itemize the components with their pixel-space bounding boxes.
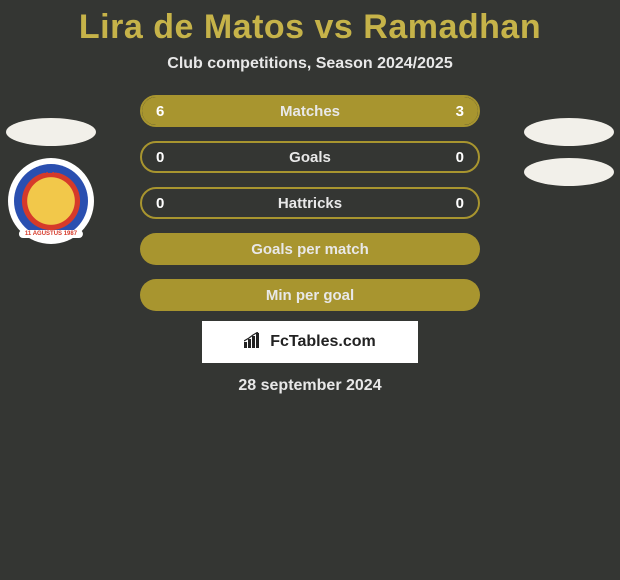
page-title: Lira de Matos vs Ramadhan bbox=[0, 8, 620, 47]
club-subtext-left: 11 AGUSTUS 1987 bbox=[19, 230, 83, 238]
subtitle: Club competitions, Season 2024/2025 bbox=[0, 55, 620, 73]
stat-bar-gpm: Goals per match bbox=[140, 233, 480, 265]
stat-value-right: 0 bbox=[456, 149, 464, 166]
stat-bar-goals: 0 Goals 0 bbox=[140, 141, 480, 173]
stat-value-right: 3 bbox=[456, 103, 464, 120]
left-player-stack: AREMA 11 AGUSTUS 1987 bbox=[6, 118, 96, 244]
stat-label: Goals per match bbox=[251, 241, 369, 258]
player-left-ellipse bbox=[6, 118, 96, 146]
stat-label: Min per goal bbox=[266, 287, 354, 304]
stat-value-left: 6 bbox=[156, 103, 164, 120]
stat-bar-matches: 6 Matches 3 bbox=[140, 95, 480, 127]
club-logo-left: AREMA 11 AGUSTUS 1987 bbox=[8, 158, 94, 244]
stat-label: Hattricks bbox=[278, 195, 342, 212]
date-text: 28 september 2024 bbox=[0, 377, 620, 395]
player-right-ellipse-1 bbox=[524, 118, 614, 146]
stat-label: Matches bbox=[280, 103, 340, 120]
stat-value-left: 0 bbox=[156, 195, 164, 212]
stat-label: Goals bbox=[289, 149, 331, 166]
stat-bar-mpg: Min per goal bbox=[140, 279, 480, 311]
branding-text: FcTables.com bbox=[270, 333, 376, 351]
stat-value-right: 0 bbox=[456, 195, 464, 212]
club-logo-inner bbox=[14, 164, 88, 238]
chart-icon bbox=[244, 332, 264, 353]
infographic-container: Lira de Matos vs Ramadhan Club competiti… bbox=[0, 0, 620, 395]
club-name-left: AREMA bbox=[34, 166, 68, 175]
branding-box: FcTables.com bbox=[202, 321, 418, 363]
right-player-stack bbox=[524, 118, 614, 186]
stat-bar-hattricks: 0 Hattricks 0 bbox=[140, 187, 480, 219]
player-right-ellipse-2 bbox=[524, 158, 614, 186]
stat-value-left: 0 bbox=[156, 149, 164, 166]
